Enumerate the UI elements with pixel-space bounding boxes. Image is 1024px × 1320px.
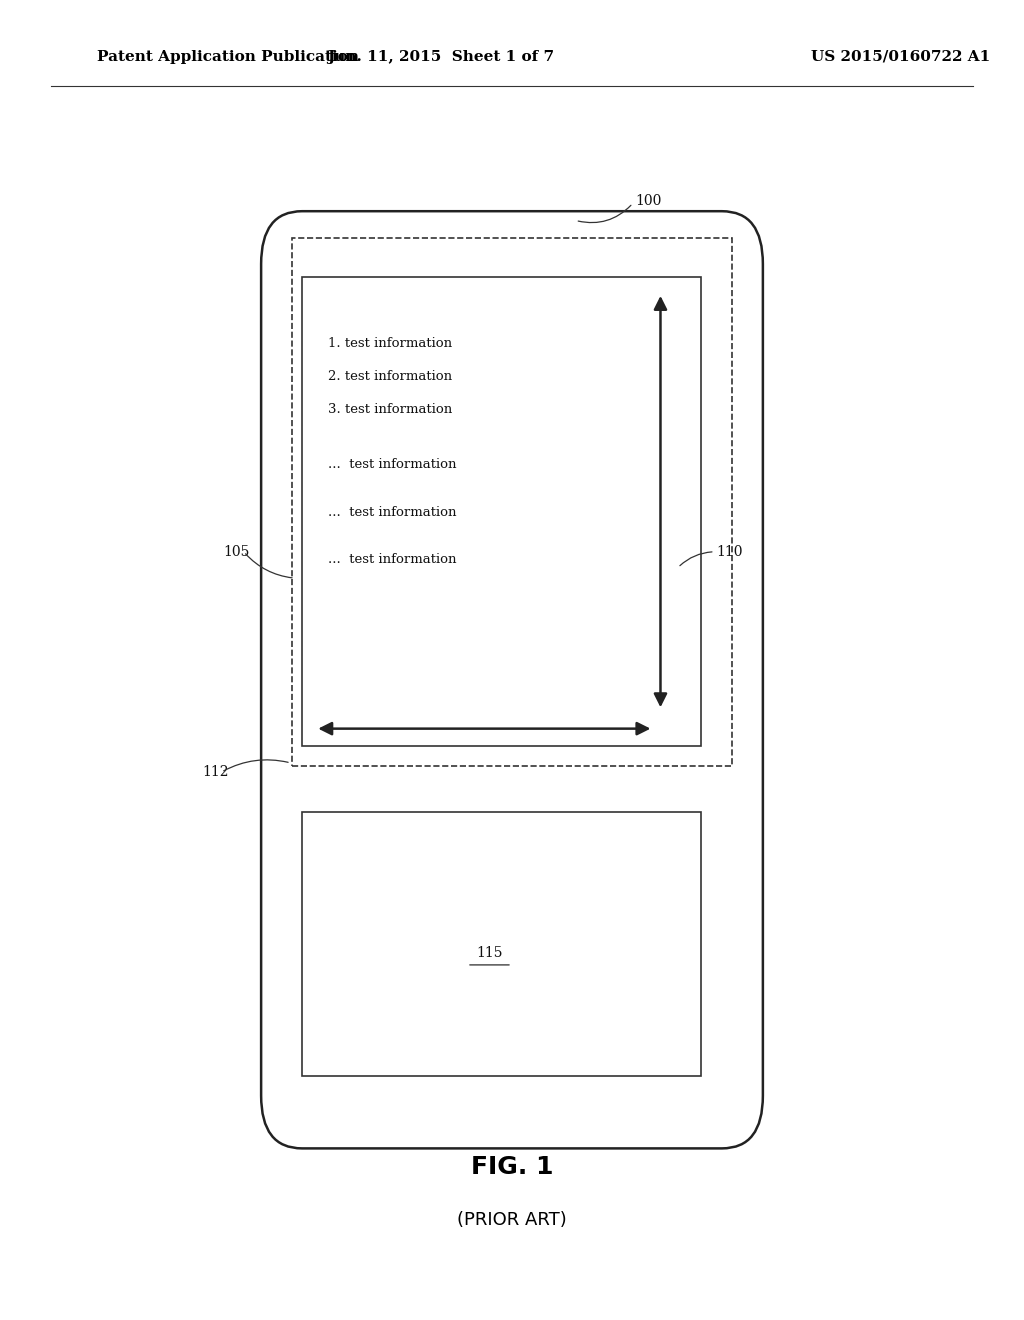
Text: Patent Application Publication: Patent Application Publication	[97, 50, 359, 63]
Text: 1. test information: 1. test information	[328, 337, 452, 350]
Text: 115: 115	[476, 946, 503, 960]
Text: FIG. 1: FIG. 1	[471, 1155, 553, 1179]
Text: (PRIOR ART): (PRIOR ART)	[457, 1210, 567, 1229]
Text: 110: 110	[717, 545, 743, 558]
Bar	[302, 277, 701, 746]
Bar	[292, 238, 732, 766]
Text: 2. test information: 2. test information	[328, 370, 452, 383]
Text: ...  test information: ... test information	[328, 506, 456, 519]
Text: Jun. 11, 2015  Sheet 1 of 7: Jun. 11, 2015 Sheet 1 of 7	[327, 50, 554, 63]
Text: ...  test information: ... test information	[328, 553, 456, 566]
Text: 100: 100	[635, 194, 662, 207]
Text: 105: 105	[223, 545, 250, 558]
Text: ...  test information: ... test information	[328, 458, 456, 471]
Text: US 2015/0160722 A1: US 2015/0160722 A1	[811, 50, 991, 63]
FancyBboxPatch shape	[261, 211, 763, 1148]
Bar	[302, 812, 701, 1076]
Text: 112: 112	[203, 766, 229, 779]
Text: 3. test information: 3. test information	[328, 403, 452, 416]
